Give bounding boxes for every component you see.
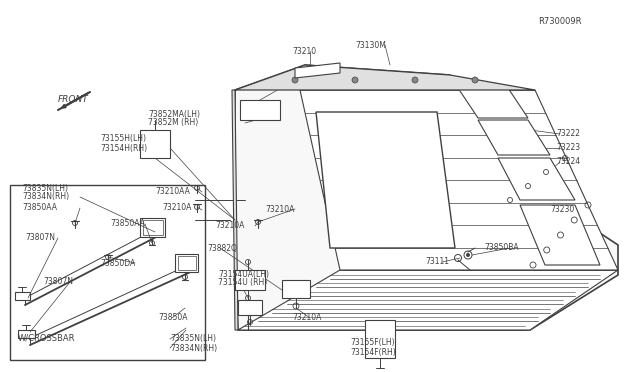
Polygon shape: [282, 280, 310, 298]
Text: 73210AA: 73210AA: [155, 187, 190, 196]
Polygon shape: [458, 88, 528, 118]
Polygon shape: [295, 63, 340, 78]
Text: R730009R: R730009R: [538, 17, 582, 26]
Text: 73807N: 73807N: [25, 234, 55, 243]
Polygon shape: [478, 120, 550, 155]
Polygon shape: [316, 112, 455, 248]
Polygon shape: [235, 65, 618, 330]
Circle shape: [412, 77, 418, 83]
Text: 73835N(LH): 73835N(LH): [170, 334, 216, 343]
Text: 73154H(RH): 73154H(RH): [100, 144, 147, 153]
Polygon shape: [235, 270, 265, 290]
Text: 73130M: 73130M: [355, 41, 386, 49]
Bar: [10, 185, 205, 360]
Polygon shape: [365, 320, 395, 358]
Circle shape: [352, 77, 358, 83]
Text: 73834N(RH): 73834N(RH): [170, 343, 217, 353]
Text: 73111: 73111: [425, 257, 449, 266]
Text: 73154UA(LH): 73154UA(LH): [218, 269, 269, 279]
Polygon shape: [240, 100, 280, 120]
Polygon shape: [235, 65, 535, 90]
Polygon shape: [140, 130, 170, 158]
Circle shape: [472, 77, 478, 83]
Polygon shape: [175, 254, 198, 272]
Text: 73852MA(LH): 73852MA(LH): [148, 109, 200, 119]
Text: 73154U (RH): 73154U (RH): [218, 279, 268, 288]
Text: 73850A: 73850A: [158, 314, 188, 323]
Polygon shape: [300, 90, 618, 270]
Polygon shape: [15, 292, 30, 300]
Text: 73155H(LH): 73155H(LH): [100, 135, 146, 144]
Text: 73882Q: 73882Q: [207, 244, 237, 253]
Polygon shape: [18, 330, 35, 338]
Polygon shape: [498, 158, 575, 200]
Text: 73210A: 73210A: [292, 314, 321, 323]
Polygon shape: [238, 300, 262, 315]
Text: 73210A: 73210A: [162, 202, 191, 212]
Text: 73224: 73224: [556, 157, 580, 167]
Polygon shape: [238, 270, 618, 330]
Text: 73850AA: 73850AA: [22, 203, 57, 212]
Text: 73835N(LH): 73835N(LH): [22, 183, 68, 192]
Text: 73834N(RH): 73834N(RH): [22, 192, 69, 202]
Text: 73155F(LH): 73155F(LH): [350, 337, 395, 346]
Polygon shape: [520, 205, 600, 265]
Circle shape: [466, 253, 470, 257]
Text: 73222: 73222: [556, 129, 580, 138]
Text: 73230: 73230: [550, 205, 574, 215]
Text: 73850AA: 73850AA: [110, 219, 145, 228]
Text: 73210: 73210: [292, 46, 316, 55]
Text: 73852M (RH): 73852M (RH): [148, 119, 198, 128]
Text: W/CROSSBAR: W/CROSSBAR: [18, 334, 76, 343]
Text: 73210A: 73210A: [215, 221, 244, 231]
Text: 73850DA: 73850DA: [100, 259, 135, 267]
Text: 73154F(RH): 73154F(RH): [350, 347, 396, 356]
Polygon shape: [232, 90, 238, 330]
Circle shape: [292, 77, 298, 83]
Text: 73210A: 73210A: [265, 205, 294, 214]
Text: 73807N: 73807N: [43, 278, 73, 286]
Text: FRONT: FRONT: [58, 96, 89, 105]
Polygon shape: [140, 218, 165, 237]
Text: 73850BA: 73850BA: [484, 244, 518, 253]
Text: 73223: 73223: [556, 144, 580, 153]
